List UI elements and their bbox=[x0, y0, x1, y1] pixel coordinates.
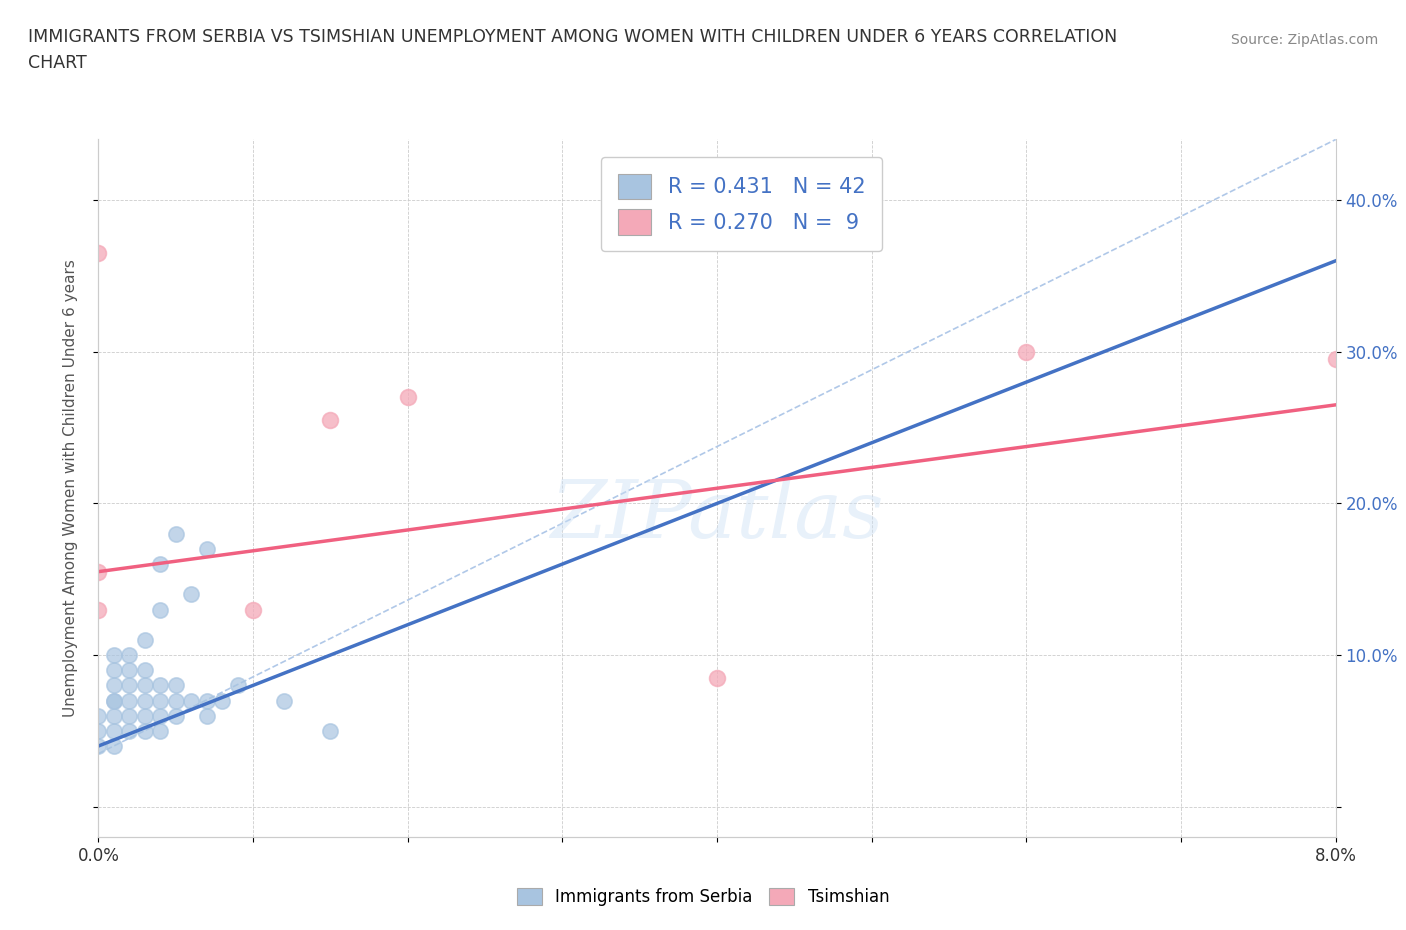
Point bbox=[87, 246, 110, 260]
Text: IMMIGRANTS FROM SERBIA VS TSIMSHIAN UNEMPLOYMENT AMONG WOMEN WITH CHILDREN UNDER: IMMIGRANTS FROM SERBIA VS TSIMSHIAN UNEM… bbox=[28, 28, 1118, 73]
Text: Source: ZipAtlas.com: Source: ZipAtlas.com bbox=[1230, 33, 1378, 46]
Point bbox=[118, 724, 141, 738]
Point bbox=[103, 663, 125, 678]
Point bbox=[195, 693, 218, 708]
Point bbox=[706, 671, 728, 685]
Point bbox=[149, 678, 172, 693]
Point bbox=[242, 602, 264, 617]
Point bbox=[103, 724, 125, 738]
Point bbox=[118, 647, 141, 662]
Point bbox=[165, 709, 187, 724]
Legend: Immigrants from Serbia, Tsimshian: Immigrants from Serbia, Tsimshian bbox=[510, 881, 896, 912]
Point bbox=[195, 541, 218, 556]
Point bbox=[180, 693, 202, 708]
Point bbox=[180, 587, 202, 602]
Point bbox=[211, 693, 233, 708]
Point bbox=[118, 663, 141, 678]
Point bbox=[87, 738, 110, 753]
Point bbox=[134, 693, 156, 708]
Point bbox=[87, 602, 110, 617]
Point bbox=[273, 693, 295, 708]
Point bbox=[118, 693, 141, 708]
Point bbox=[118, 709, 141, 724]
Point bbox=[1324, 352, 1347, 366]
Point bbox=[103, 693, 125, 708]
Text: ZIPatlas: ZIPatlas bbox=[550, 477, 884, 555]
Point bbox=[1015, 344, 1038, 359]
Point bbox=[149, 709, 172, 724]
Point bbox=[103, 678, 125, 693]
Point bbox=[319, 413, 342, 428]
Point bbox=[103, 709, 125, 724]
Point bbox=[103, 693, 125, 708]
Point bbox=[134, 678, 156, 693]
Point bbox=[319, 724, 342, 738]
Point bbox=[149, 724, 172, 738]
Y-axis label: Unemployment Among Women with Children Under 6 years: Unemployment Among Women with Children U… bbox=[63, 259, 77, 717]
Legend: R = 0.431   N = 42, R = 0.270   N =  9: R = 0.431 N = 42, R = 0.270 N = 9 bbox=[602, 157, 883, 251]
Point bbox=[87, 724, 110, 738]
Point bbox=[134, 632, 156, 647]
Point bbox=[149, 602, 172, 617]
Point bbox=[103, 738, 125, 753]
Point bbox=[226, 678, 249, 693]
Point bbox=[134, 663, 156, 678]
Point bbox=[396, 390, 419, 405]
Point bbox=[149, 557, 172, 572]
Point bbox=[165, 678, 187, 693]
Point bbox=[195, 709, 218, 724]
Point bbox=[118, 678, 141, 693]
Point bbox=[134, 709, 156, 724]
Point bbox=[134, 724, 156, 738]
Point bbox=[103, 647, 125, 662]
Point bbox=[149, 693, 172, 708]
Point bbox=[165, 526, 187, 541]
Point bbox=[87, 565, 110, 579]
Point bbox=[165, 693, 187, 708]
Point bbox=[87, 709, 110, 724]
